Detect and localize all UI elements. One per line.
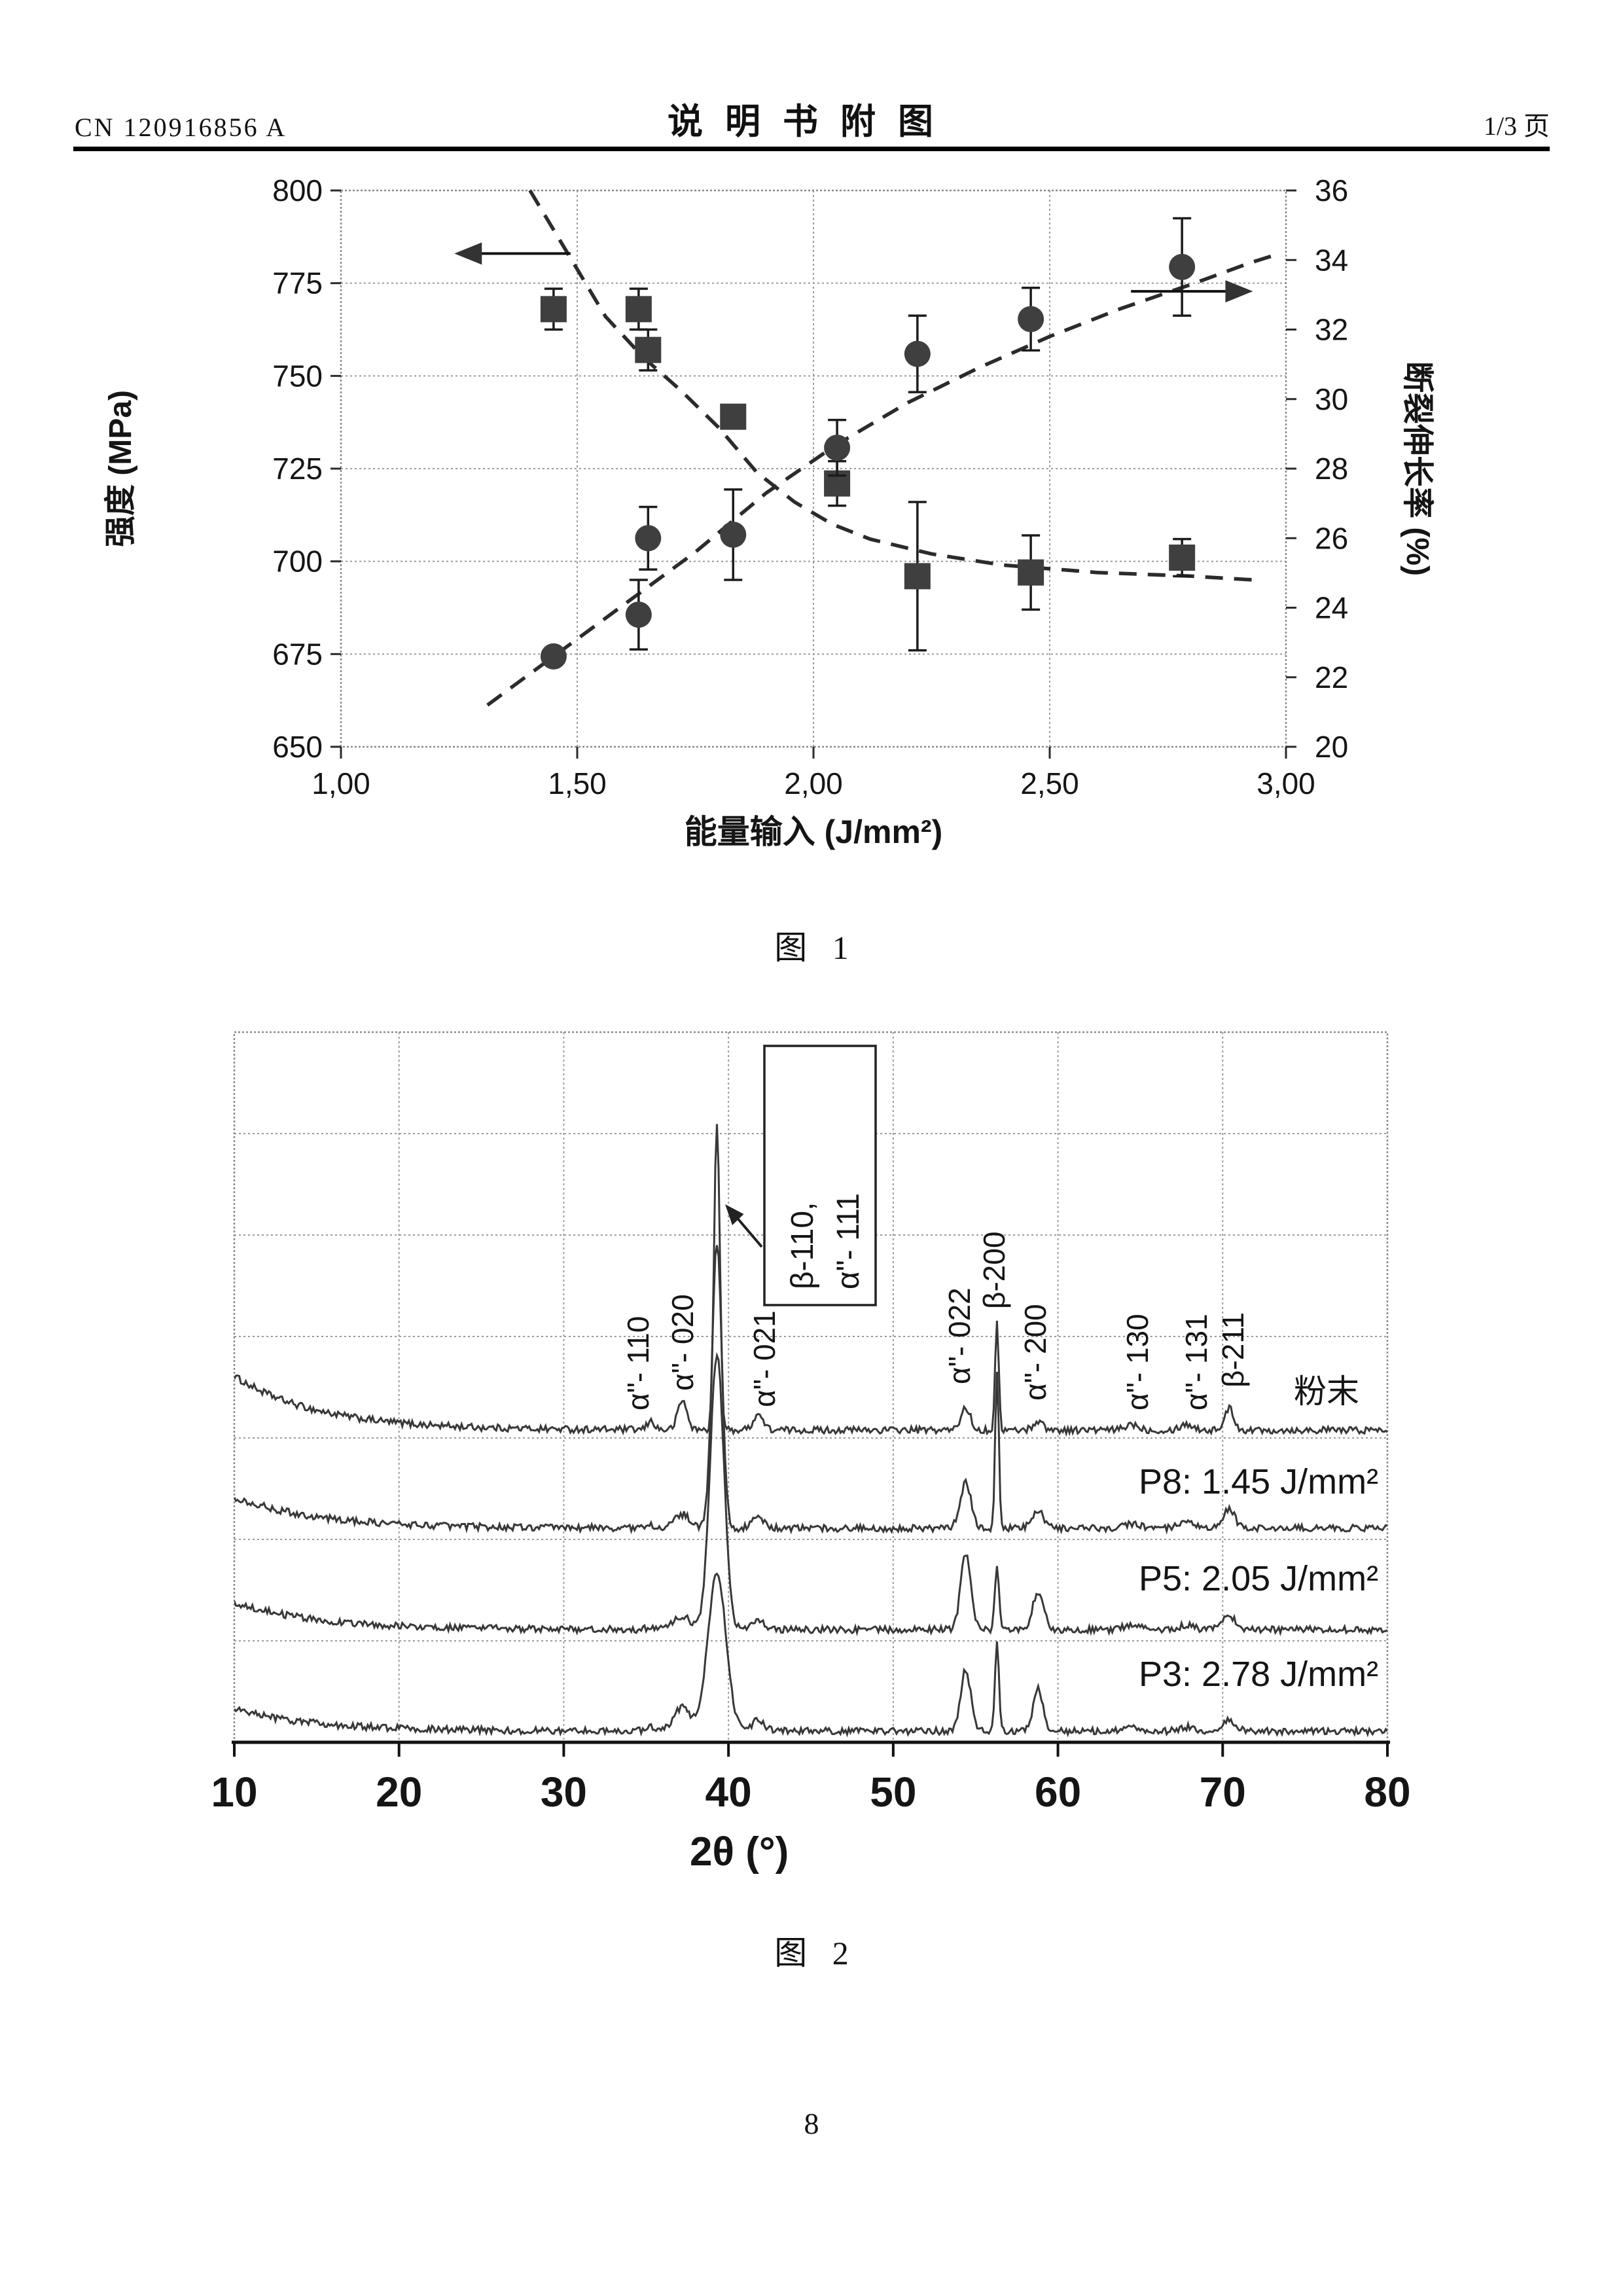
- fig1-ytick-left: 725: [272, 452, 323, 486]
- fig1-ytick-right: 26: [1315, 521, 1348, 555]
- elongation-data-point: [635, 525, 662, 552]
- xrd-curve-2: [234, 1245, 1387, 1535]
- peak-label: α"- 021: [747, 1310, 781, 1407]
- figure-1-plot: 800 775 750 725 700 675 650 36 34 32 30 28 26 24 22 20 1…: [103, 173, 1435, 850]
- fig1-ytick-right: 34: [1315, 243, 1348, 277]
- fig1-ytick-right: 28: [1315, 452, 1348, 486]
- fig1-elongation-trendline: [486, 251, 1282, 707]
- fig2-x-axis-title: 2θ (°): [690, 1829, 789, 1874]
- fig1-ytick-right: 30: [1315, 382, 1348, 416]
- page-indicator: 1/3 页: [1483, 111, 1550, 141]
- fig2-xtick: 70: [1200, 1768, 1246, 1816]
- fig2-xtick: 60: [1035, 1768, 1081, 1816]
- elongation-data-point: [1018, 306, 1044, 332]
- strength-data-point: [1169, 545, 1196, 571]
- fig1-left-axis-title: 强度 (MPa): [103, 390, 138, 547]
- fig1-gridlines: [341, 190, 1286, 747]
- fig1-ytick-left: 800: [272, 173, 323, 207]
- fig1-ytick-right: 20: [1315, 730, 1348, 764]
- fig1-xtick: 1,50: [548, 766, 607, 800]
- fig2-xrd-curves: [234, 1124, 1387, 1738]
- header-title: 说明书附图: [668, 102, 955, 141]
- peak-label: α"- 200: [1018, 1304, 1052, 1401]
- curve-label-4: P3: 2.78 J/mm²: [1139, 1655, 1378, 1694]
- elongation-data-point: [540, 643, 567, 670]
- fig1-ytick-right: 32: [1315, 313, 1348, 347]
- elongation-data-point: [1169, 253, 1196, 280]
- fig1-x-axis-title: 能量输入 (J/mm²): [685, 814, 942, 850]
- fig2-xtick: 30: [541, 1768, 587, 1816]
- fig2-xtick: 50: [870, 1768, 916, 1816]
- header-rule: [73, 147, 1550, 151]
- fig1-ytick-right: 22: [1315, 660, 1348, 694]
- fig1-axis-ticks: 800 775 750 725 700 675 650 36 34 32 30 28 26 24 22 20 1…: [272, 173, 1348, 800]
- fig2-xtick: 10: [211, 1768, 257, 1816]
- fig1-xtick: 1,00: [312, 766, 370, 800]
- curve-label-2: P8: 1.45 J/mm²: [1139, 1462, 1378, 1501]
- strength-data-point: [540, 296, 567, 323]
- curve-label-3: P5: 2.05 J/mm²: [1139, 1559, 1378, 1598]
- peak-label: α"- 130: [1120, 1314, 1154, 1410]
- fig1-ytick-left: 650: [272, 730, 323, 764]
- fig2-xtick: 40: [705, 1768, 752, 1816]
- xrd-curve-3: [234, 1352, 1387, 1637]
- peak-label: β-200: [977, 1231, 1011, 1309]
- page-number: 8: [804, 2107, 819, 2140]
- peak-label: β-211: [1216, 1312, 1250, 1388]
- curve-label-1: 粉末: [1294, 1373, 1359, 1410]
- fig1-arrow-to-left-axis: [454, 242, 571, 265]
- svg-text:β-110,: β-110,: [785, 1202, 820, 1289]
- fig2-xtick: 20: [376, 1768, 422, 1816]
- figure-1-caption: 图 1: [774, 929, 849, 966]
- fig1-xtick: 3,00: [1257, 766, 1315, 800]
- fig2-xtick: 80: [1364, 1768, 1410, 1816]
- strength-data-point: [720, 403, 747, 430]
- fig1-ytick-left: 750: [272, 359, 323, 393]
- main-peak-annotation: β-110, α"- 111: [725, 1045, 877, 1306]
- peak-label: α"- 020: [666, 1294, 700, 1391]
- fig1-ytick-right: 36: [1315, 173, 1348, 207]
- fig1-xtick: 2,00: [784, 766, 843, 800]
- fig1-ytick-left: 675: [272, 637, 323, 671]
- fig1-right-axis-title: 断裂伸长率 (%): [1400, 361, 1435, 576]
- figure-2-caption: 图 2: [774, 1935, 849, 1971]
- xrd-curve-4: [234, 1572, 1387, 1738]
- fig2-gridlines: [234, 1032, 1387, 1742]
- elongation-data-point: [720, 521, 747, 548]
- peak-label: α"- 110: [621, 1316, 655, 1410]
- page-header: CN 120916856 A 说明书附图 1/3 页: [73, 102, 1550, 145]
- strength-data-point: [635, 336, 662, 363]
- fig1-ytick-right: 24: [1315, 591, 1348, 625]
- publication-number: CN 120916856 A: [75, 113, 287, 142]
- fig1-ytick-left: 700: [272, 545, 323, 579]
- elongation-data-point: [824, 435, 851, 461]
- peak-label: α"- 022: [942, 1287, 976, 1384]
- fig1-xtick: 2,50: [1020, 766, 1079, 800]
- fig1-strength-trendline: [528, 189, 1253, 582]
- fig2-axis-ticks: 10 20 30 40 50 60 70 80: [211, 1742, 1411, 1816]
- elongation-data-point: [625, 601, 652, 628]
- peak-label: α"- 131: [1179, 1314, 1213, 1410]
- strength-data-point: [625, 296, 652, 323]
- elongation-data-point: [904, 340, 931, 367]
- strength-data-point: [1018, 559, 1044, 586]
- xrd-curve-1: [234, 1124, 1387, 1437]
- annotation-arrowhead: [725, 1204, 744, 1225]
- fig1-ytick-left: 775: [272, 266, 323, 300]
- strength-data-point: [904, 563, 931, 590]
- figure-2-plot: 10 20 30 40 50 60 70 80 2θ (°) α"- 110 α"- 020 α"- …: [211, 1031, 1411, 1874]
- svg-text:α"- 111: α"- 111: [831, 1193, 866, 1289]
- fig1-series-circle: [540, 217, 1196, 670]
